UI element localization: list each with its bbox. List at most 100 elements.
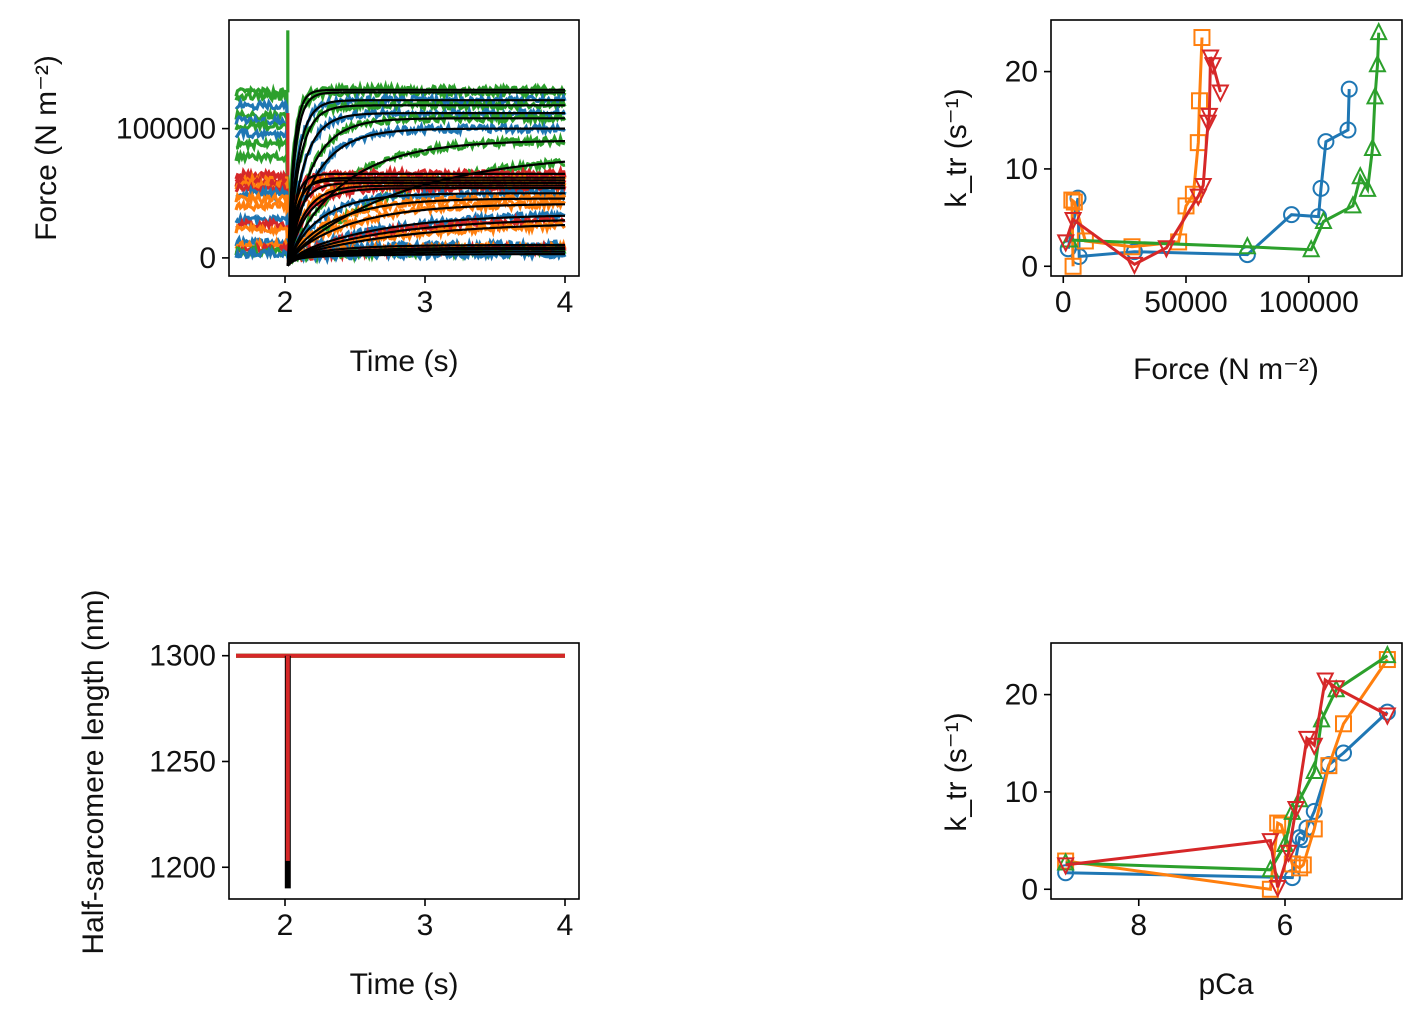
force-fit-line: [286, 192, 565, 267]
data-point-marker: [1365, 86, 1385, 105]
data-point-marker: [1193, 29, 1211, 47]
data-point-marker: [1317, 133, 1335, 151]
series-line: [1065, 658, 1389, 891]
data-point-marker: [1065, 193, 1083, 211]
data-point-marker: [1363, 137, 1382, 156]
data-point-marker: [1320, 757, 1338, 775]
hs-length-ylabel: Half-sarcomere length (nm): [77, 589, 110, 954]
force-fit-line: [286, 112, 565, 266]
data-point-marker: [1059, 240, 1077, 258]
data-point-marker: [1335, 744, 1352, 762]
force-fit-line: [286, 176, 565, 266]
hs-length-ticks: 2 3 4 1200 1250 1300: [149, 640, 573, 942]
force-fit-line: [286, 184, 565, 266]
data-point-marker: [1290, 788, 1309, 808]
force-fit-line: [286, 179, 565, 266]
data-point-marker: [1358, 178, 1377, 197]
force-trace-xlabel: Time (s): [350, 345, 459, 378]
panel-ktr-vs-pca: 8 6 0 10 20 pCa k_tr (s⁻¹): [940, 642, 1403, 1001]
series-line: [1070, 37, 1204, 267]
data-point-marker: [1302, 238, 1321, 258]
panel-ktr-vs-force: 0 50000 100000 0 10 20 Force (N m⁻²) k_tr (s⁻…: [940, 19, 1403, 386]
data-point-marker: [1063, 191, 1081, 209]
panel-hs-length-trace: 2 3 4 1200 1250 1300 Time (s) Half-sarcomere …: [77, 589, 580, 1001]
data-point-marker: [1268, 879, 1287, 899]
force-fit-line: [286, 203, 565, 267]
data-point-marker: [1125, 243, 1143, 261]
y-tick-label: 1300: [149, 640, 216, 673]
y-tick-label: 0: [1021, 873, 1038, 906]
ktr-vs-pca-frame: [1050, 642, 1403, 900]
ktr-vs-pca-xlabel: pCa: [1198, 968, 1253, 1001]
force-fit-line: [286, 224, 565, 267]
series-line: [1069, 32, 1381, 252]
data-point-marker: [1368, 54, 1387, 73]
x-tick-label: 8: [1130, 909, 1147, 942]
data-point-marker: [1327, 680, 1346, 699]
y-tick-label: 0: [1021, 250, 1038, 283]
data-point-marker: [1269, 814, 1287, 832]
force-fit-line: [286, 99, 565, 266]
y-tick-label: 20: [1005, 56, 1038, 89]
data-point-marker: [1283, 206, 1301, 224]
force-fit-line: [286, 91, 565, 266]
data-point-marker: [1057, 864, 1075, 882]
data-point-marker: [1351, 165, 1370, 185]
data-point-marker: [1056, 234, 1075, 253]
y-tick-label: 0: [199, 242, 216, 275]
force-fit-line: [286, 214, 565, 267]
force-fit-line: [286, 88, 565, 266]
data-point-marker: [1291, 859, 1309, 877]
force-fit-line: [287, 253, 565, 267]
y-tick-label: 100000: [116, 113, 216, 146]
data-point-marker: [1203, 57, 1223, 76]
force-fit-line: [286, 197, 565, 267]
force-fit-line: [286, 247, 565, 267]
y-tick-label: 10: [1005, 153, 1038, 186]
data-point-marker: [1211, 84, 1230, 103]
ktr-vs-pca-plot-area: [1056, 644, 1397, 899]
ktr-vs-pca-ylabel: k_tr (s⁻¹): [940, 712, 973, 831]
data-point-marker: [1194, 177, 1213, 197]
data-point-marker: [1378, 644, 1397, 664]
data-point-marker: [1238, 236, 1257, 255]
x-tick-label: 3: [417, 909, 434, 942]
force-fit-line: [286, 187, 565, 266]
x-tick-label: 3: [417, 286, 434, 319]
force-fit-line: [286, 181, 565, 266]
force-fit-line: [286, 219, 566, 267]
ktr-vs-force-xlabel: Force (N m⁻²): [1133, 353, 1319, 386]
data-point-marker: [1279, 844, 1298, 864]
hs-length-plot-area: [236, 653, 565, 889]
x-tick-label: 100000: [1259, 286, 1359, 319]
y-tick-label: 20: [1005, 679, 1038, 712]
data-point-marker: [1305, 820, 1323, 838]
data-point-marker: [1335, 715, 1352, 733]
data-point-marker: [1125, 256, 1144, 276]
hs-length-frame: [228, 642, 580, 900]
data-point-marker: [1198, 114, 1218, 133]
data-point-marker: [1056, 857, 1075, 876]
data-point-marker: [1064, 257, 1082, 275]
ktr-vs-force-plot-area: [1056, 21, 1388, 276]
ktr-vs-force-ylabel: k_tr (s⁻¹): [940, 88, 973, 207]
data-point-marker: [1343, 195, 1363, 214]
x-tick-label: 2: [277, 286, 294, 319]
y-tick-label: 10: [1005, 776, 1038, 809]
x-tick-label: 0: [1055, 286, 1072, 319]
force-fit-line: [286, 243, 565, 267]
data-point-marker: [1305, 737, 1324, 756]
force-trace-ticks: 2 3 4 0 100000: [116, 113, 573, 319]
series-line: [1065, 677, 1389, 888]
force-fit-line: [286, 160, 566, 267]
data-point-marker: [1261, 833, 1280, 852]
x-tick-label: 4: [557, 909, 574, 942]
force-fit-line: [286, 172, 565, 266]
data-point-marker: [1312, 179, 1330, 197]
panel-force-trace: 2 3 4 0 100000 Time (s) Force (N m⁻²): [30, 19, 580, 378]
data-point-marker: [1200, 107, 1219, 127]
data-point-marker: [1314, 210, 1333, 229]
data-point-marker: [1123, 238, 1141, 256]
data-point-marker: [1294, 856, 1312, 874]
